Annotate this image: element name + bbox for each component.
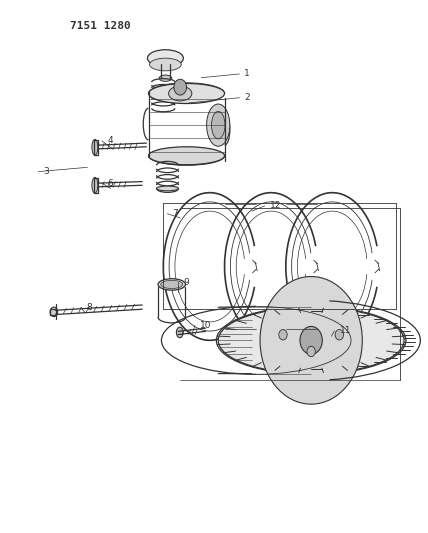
Circle shape xyxy=(279,329,287,340)
Text: 9: 9 xyxy=(183,278,189,287)
Text: 2: 2 xyxy=(244,93,250,102)
Ellipse shape xyxy=(92,177,98,193)
Ellipse shape xyxy=(148,50,183,67)
Ellipse shape xyxy=(149,84,225,103)
Text: 10: 10 xyxy=(200,321,211,330)
Ellipse shape xyxy=(207,104,230,146)
Text: 7: 7 xyxy=(172,209,178,218)
Ellipse shape xyxy=(176,327,183,338)
Ellipse shape xyxy=(169,86,192,101)
Ellipse shape xyxy=(159,75,172,82)
Text: 11: 11 xyxy=(339,326,351,335)
Text: 6: 6 xyxy=(107,179,113,188)
Circle shape xyxy=(335,329,344,340)
Ellipse shape xyxy=(149,147,225,165)
Text: 1: 1 xyxy=(244,69,250,78)
Ellipse shape xyxy=(92,140,98,155)
Circle shape xyxy=(300,326,322,354)
Circle shape xyxy=(260,277,362,404)
Circle shape xyxy=(307,346,315,357)
Ellipse shape xyxy=(211,111,225,139)
Ellipse shape xyxy=(157,186,178,191)
Text: 7151 1280: 7151 1280 xyxy=(70,21,131,31)
Text: 12: 12 xyxy=(270,201,281,211)
Ellipse shape xyxy=(161,280,183,288)
Circle shape xyxy=(174,79,187,95)
Text: 4: 4 xyxy=(107,136,113,146)
Ellipse shape xyxy=(218,307,404,374)
Ellipse shape xyxy=(158,279,185,290)
Text: 8: 8 xyxy=(86,303,92,312)
Ellipse shape xyxy=(149,58,181,71)
Circle shape xyxy=(50,307,58,317)
Text: 3: 3 xyxy=(44,167,50,176)
